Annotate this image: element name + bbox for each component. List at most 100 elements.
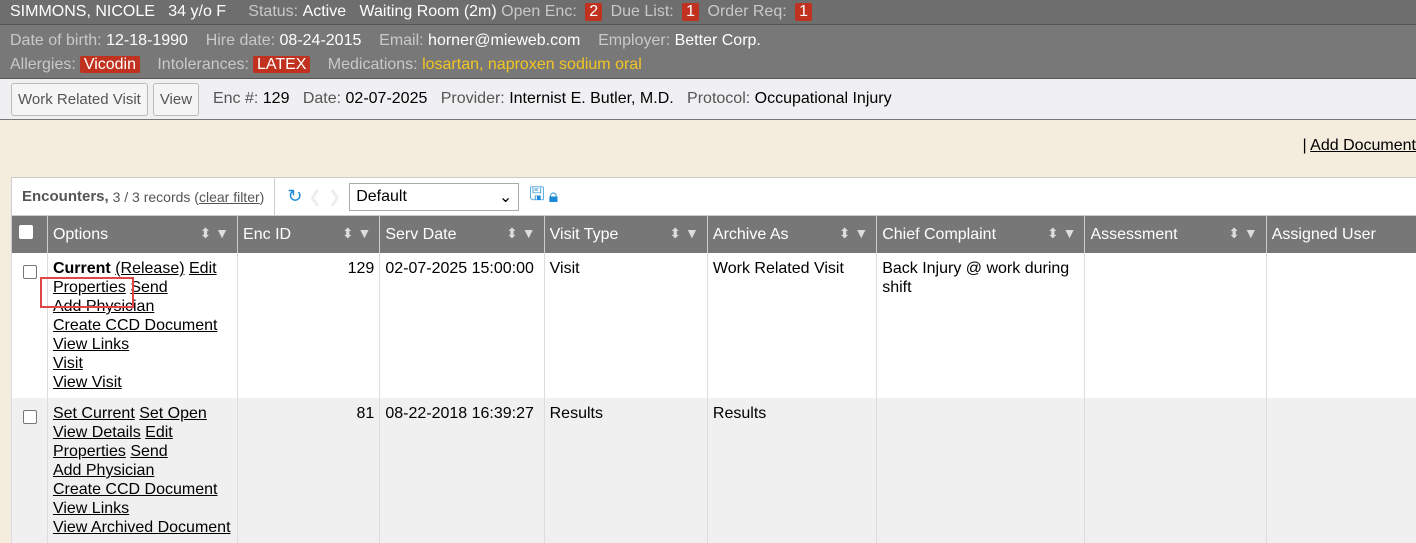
due-list-label: Due List: (611, 3, 674, 21)
date-label: Date: (303, 90, 341, 108)
column-label: Visit Type (550, 226, 619, 243)
release-link[interactable]: (Release) (115, 260, 184, 277)
order-req-badge[interactable]: 1 (795, 3, 812, 21)
header-row: Options⬍ ▼ Enc ID ⬍ ▼ Serv Date ⬍ ▼ Visit … (12, 216, 1416, 253)
row-options: Current (Release) Edit Properties Send A… (47, 253, 237, 398)
archive-as-cell: Results (707, 398, 876, 543)
send-link[interactable]: Send (130, 443, 167, 460)
refresh-icon[interactable]: ↻ (287, 186, 302, 207)
employer-label: Employer: (598, 32, 670, 49)
view-visit-link[interactable]: View Visit (53, 374, 122, 391)
enc-date: 02-07-2025 (346, 90, 428, 108)
assessment-cell (1085, 253, 1266, 398)
email: horner@mieweb.com (428, 32, 580, 49)
set-current-link[interactable]: Set Current (53, 405, 135, 422)
serv-date-cell: 02-07-2025 15:00:00 (380, 253, 544, 398)
panel-title: Encounters, (22, 188, 109, 205)
select-all-checkbox[interactable] (12, 216, 48, 253)
assessment-cell (1085, 398, 1266, 543)
dob-label: Date of birth: (10, 32, 102, 49)
sort-filter-icon[interactable]: ⬍ ▼ (669, 225, 698, 242)
employer: Better Corp. (675, 32, 761, 49)
lock-icon[interactable]: 🔒︎ (549, 186, 559, 207)
add-document-area: | Add Document (1302, 137, 1416, 155)
sort-filter-icon[interactable]: ⬍ ▼ (839, 225, 868, 242)
medications-label: Medications: (328, 56, 418, 73)
add-physician-link[interactable]: Add Physician (53, 462, 154, 479)
assigned-user-cell (1266, 253, 1416, 398)
hire-label: Hire date: (206, 32, 275, 49)
row-checkbox[interactable] (23, 410, 37, 424)
sort-filter-icon[interactable]: ⬍ ▼ (506, 225, 535, 242)
prev-page-icon[interactable]: ❮ (308, 187, 321, 207)
highlight-box (40, 277, 134, 308)
patient-age-sex: 34 y/o F (168, 3, 226, 21)
column-assigned-user[interactable]: Assigned User (1266, 216, 1416, 253)
add-document-link[interactable]: Add Document (1310, 137, 1416, 154)
edit-link[interactable]: Edit (145, 424, 173, 441)
column-serv-date[interactable]: Serv Date ⬍ ▼ (380, 216, 544, 253)
status-label: Status: (248, 3, 298, 21)
column-options[interactable]: Options⬍ ▼ (47, 216, 237, 253)
due-list-badge[interactable]: 1 (682, 3, 699, 21)
properties-link[interactable]: Properties (53, 443, 126, 460)
view-details-link[interactable]: View Details (53, 424, 141, 441)
column-label: Enc ID (243, 226, 291, 243)
patient-header: SIMMONS, NICOLE 34 y/o F Status: Active … (0, 0, 1416, 25)
row-checkbox[interactable] (23, 265, 37, 279)
encounters-toolbar: Encounters, 3 / 3 records (clear filter)… (11, 177, 1416, 216)
table-row: Set Current Set Open View Details Edit P… (12, 398, 1416, 543)
work-related-visit-button[interactable]: Work Related Visit (11, 83, 148, 116)
column-chief-complaint[interactable]: Chief Complaint ⬍ ▼ (877, 216, 1085, 253)
dob: 12-18-1990 (106, 32, 188, 49)
record-count: 3 / 3 records ( (113, 189, 199, 205)
view-archived-document-link[interactable]: View Archived Document (53, 519, 231, 536)
sort-filter-icon[interactable]: ⬍ ▼ (200, 225, 229, 242)
protocol: Occupational Injury (755, 90, 892, 108)
patient-name: SIMMONS, NICOLE (10, 3, 155, 21)
view-links-link[interactable]: View Links (53, 336, 129, 353)
serv-date-cell: 08-22-2018 16:39:27 (380, 398, 544, 543)
column-label: Archive As (713, 226, 789, 243)
send-link[interactable]: Send (130, 279, 167, 296)
edit-link[interactable]: Edit (189, 260, 217, 277)
open-enc-label: Open Enc: (501, 3, 577, 21)
row-options: Set Current Set Open View Details Edit P… (47, 398, 237, 543)
visit-link[interactable]: Visit (53, 355, 83, 372)
sort-filter-icon[interactable]: ⬍ ▼ (342, 225, 371, 242)
sort-filter-icon[interactable]: ⬍ ▼ (1047, 225, 1076, 242)
view-select[interactable]: Default ⌄ (349, 183, 519, 211)
view-button[interactable]: View (153, 83, 199, 116)
next-page-icon[interactable]: ❯ (328, 187, 341, 207)
column-archive-as[interactable]: Archive As ⬍ ▼ (707, 216, 876, 253)
view-select-value: Default (356, 188, 407, 206)
column-enc-id[interactable]: Enc ID ⬍ ▼ (238, 216, 380, 253)
column-visit-type[interactable]: Visit Type ⬍ ▼ (544, 216, 707, 253)
allergies-label: Allergies: (10, 56, 76, 73)
save-icon[interactable]: 🖫 (529, 182, 544, 212)
visit-type-cell: Results (544, 398, 707, 543)
create-ccd-link[interactable]: Create CCD Document (53, 317, 218, 334)
intolerances-label: Intolerances: (157, 56, 249, 73)
set-open-link[interactable]: Set Open (139, 405, 207, 422)
waiting-room[interactable]: Waiting Room (2m) (359, 3, 496, 21)
chief-complaint-cell: Back Injury @ work during shift (877, 253, 1085, 398)
column-assessment[interactable]: Assessment⬍ ▼ (1085, 216, 1266, 253)
column-label: Serv Date (385, 226, 456, 243)
sort-filter-icon[interactable]: ⬍ ▼ (1228, 225, 1257, 242)
hire-date: 08-24-2015 (280, 32, 362, 49)
view-links-link[interactable]: View Links (53, 500, 129, 517)
medication-1: losartan (422, 56, 479, 73)
clear-filter-link[interactable]: clear filter (199, 189, 260, 205)
provider: Internist E. Butler, M.D. (509, 90, 674, 108)
enc-label: Enc #: (213, 90, 258, 108)
open-enc-badge[interactable]: 2 (585, 3, 602, 21)
enc-number: 129 (263, 90, 290, 108)
paren: ) (260, 189, 265, 205)
patient-details: Date of birth: 12-18-1990 Hire date: 08-… (0, 25, 1416, 79)
create-ccd-link[interactable]: Create CCD Document (53, 481, 218, 498)
column-label: Chief Complaint (882, 226, 996, 243)
allergy-badge: Vicodin (80, 56, 140, 73)
chevron-down-icon: ⌄ (499, 187, 512, 207)
chief-complaint-cell (877, 398, 1085, 543)
